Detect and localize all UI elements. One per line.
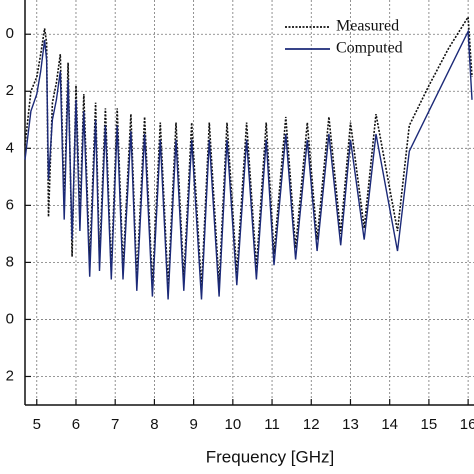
legend-label: Measured bbox=[336, 18, 399, 35]
x-tick-label: 15 bbox=[421, 416, 438, 433]
x-tick-label: 7 bbox=[111, 416, 119, 433]
x-tick-label: 5 bbox=[33, 416, 41, 433]
x-tick-label: 8 bbox=[150, 416, 158, 433]
y-tick-label: 0 bbox=[6, 310, 14, 327]
x-tick-label: 10 bbox=[224, 416, 241, 433]
x-tick-label: 11 bbox=[264, 416, 280, 433]
y-tick-label: 4 bbox=[6, 139, 14, 156]
x-tick-label: 16 bbox=[460, 416, 474, 433]
x-axis-label: Frequency [GHz] bbox=[206, 447, 335, 466]
x-tick-label: 6 bbox=[72, 416, 80, 433]
legend: Measured Computed bbox=[285, 18, 403, 57]
y-tick-label: 8 bbox=[6, 253, 14, 270]
legend-label: Computed bbox=[336, 40, 403, 57]
x-tick-label: 13 bbox=[342, 416, 359, 433]
y-tick-label: 2 bbox=[6, 367, 14, 384]
x-tick-label: 12 bbox=[303, 416, 320, 433]
line-series bbox=[24, 14, 473, 289]
y-tick-label: 6 bbox=[6, 196, 14, 213]
y-tick-label: 2 bbox=[6, 82, 14, 99]
x-tick-label: 9 bbox=[189, 416, 197, 433]
line-series bbox=[24, 28, 473, 300]
x-tick-label: 14 bbox=[381, 416, 398, 433]
y-tick-label: 0 bbox=[6, 25, 14, 42]
